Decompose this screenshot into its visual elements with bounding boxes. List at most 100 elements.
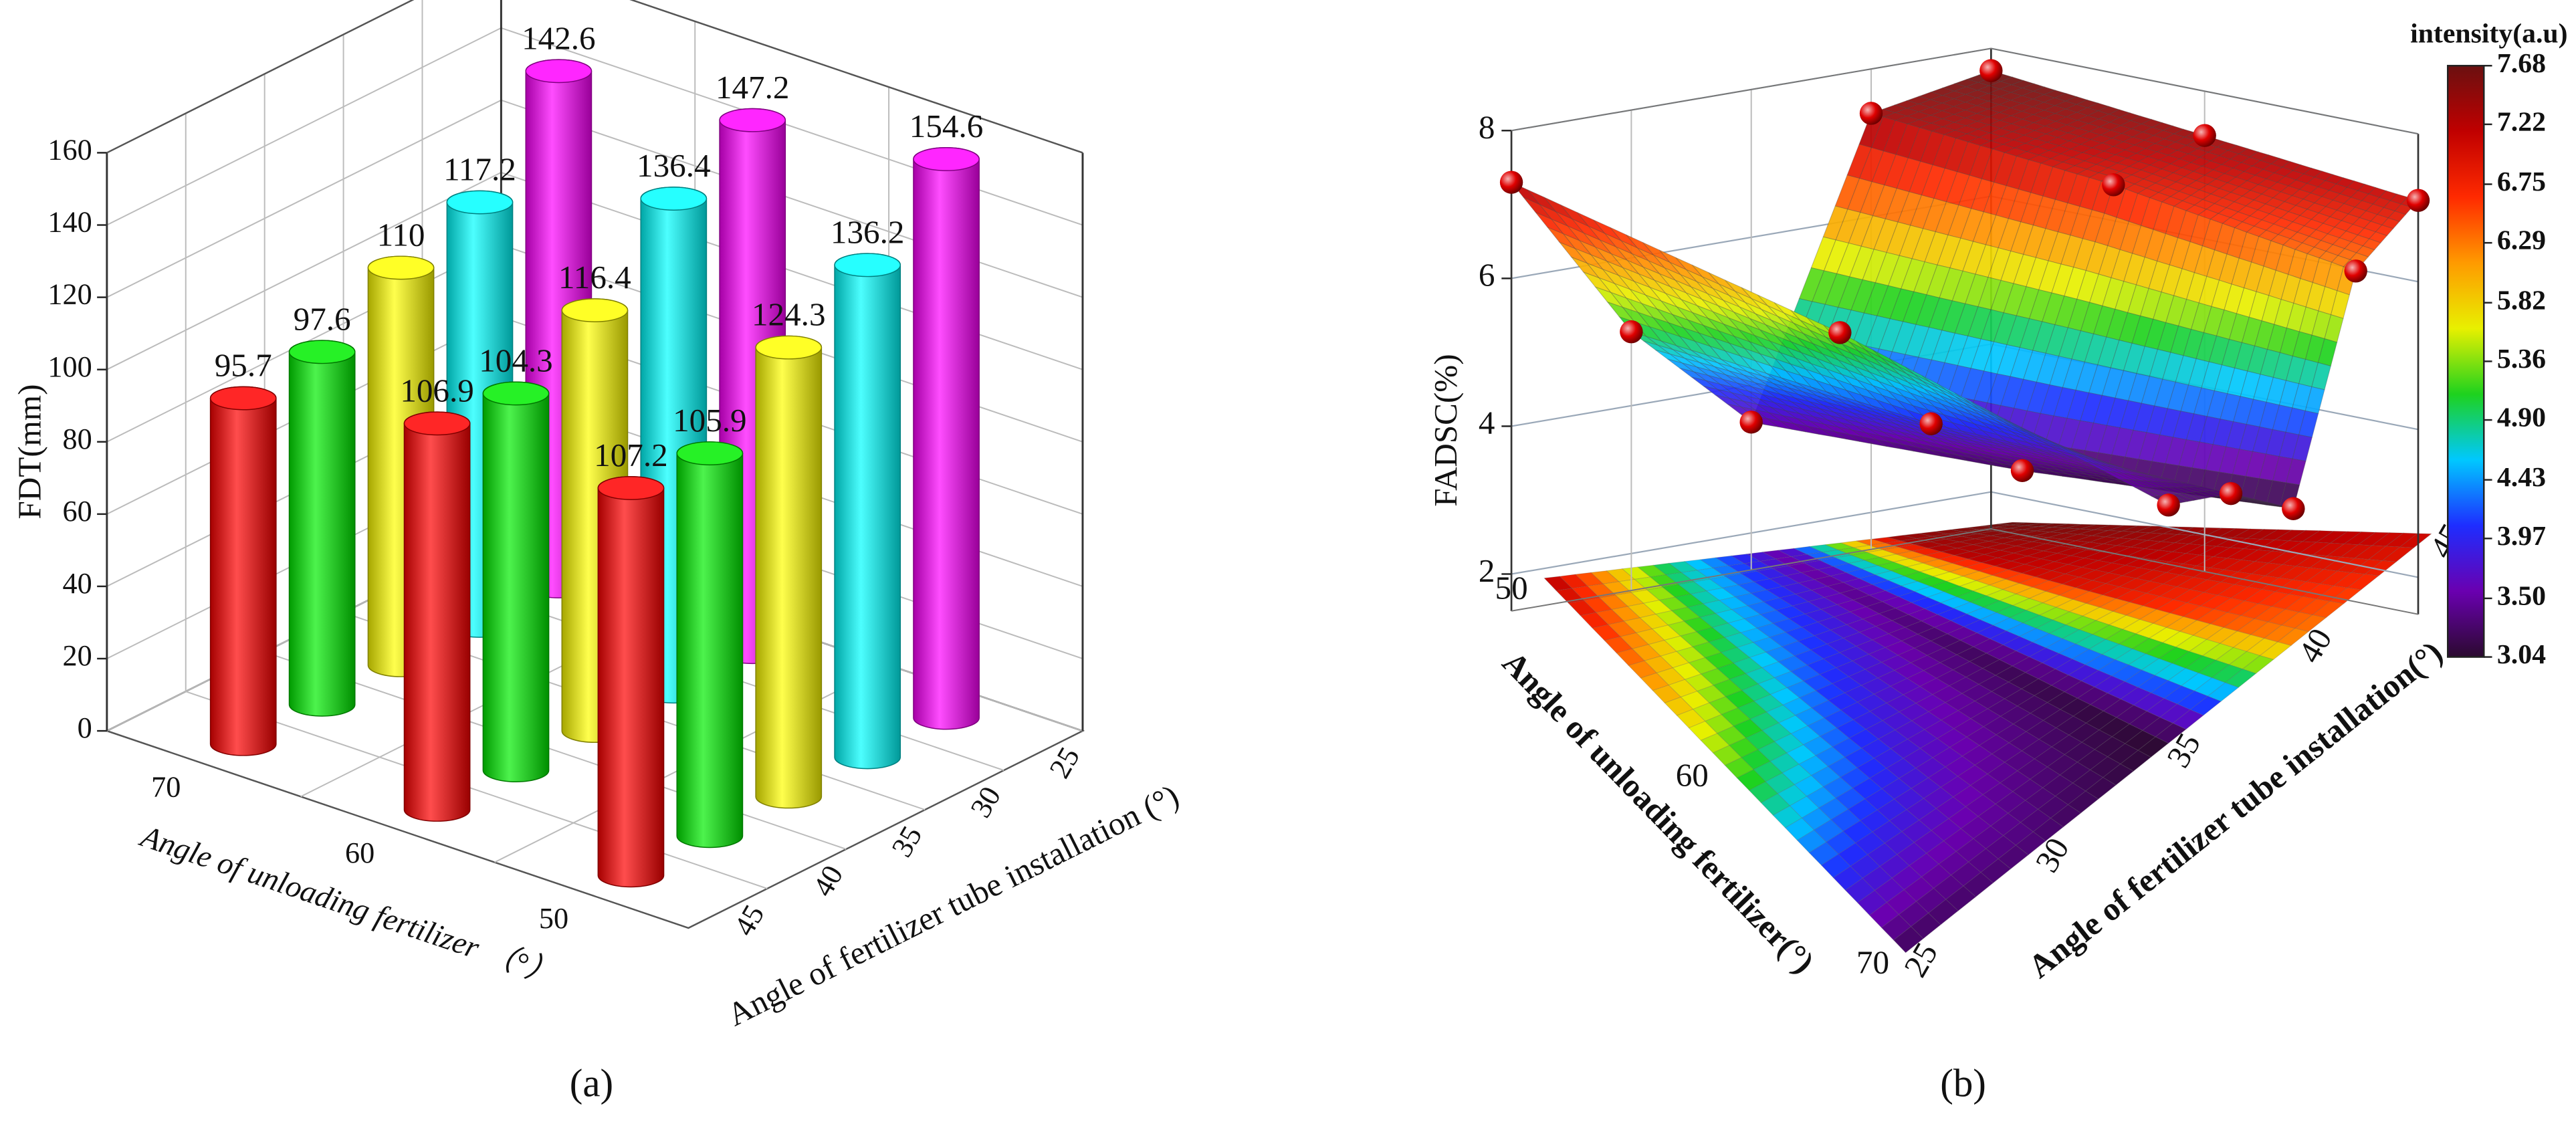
bar bbox=[755, 335, 823, 809]
value-label: 124.3 bbox=[752, 296, 826, 333]
bar-top bbox=[446, 190, 514, 215]
x-tick-label: 50 bbox=[1495, 570, 1528, 606]
panel-label: (b) bbox=[1940, 1061, 1986, 1105]
colorbar-tick-label: 4.43 bbox=[2497, 462, 2546, 493]
colorbar-tick-label: 3.04 bbox=[2497, 639, 2546, 670]
y-axis-title: FDT(mm) bbox=[11, 384, 48, 520]
colorbar-tick-label: 7.22 bbox=[2497, 107, 2546, 138]
surface-patch bbox=[2324, 314, 2344, 343]
surface-patch bbox=[2190, 491, 2213, 499]
surface-patch bbox=[2298, 410, 2319, 438]
z-tick-label: 6 bbox=[1479, 257, 1495, 294]
bar-top bbox=[755, 335, 823, 360]
y-tick-label: 140 bbox=[47, 206, 92, 239]
bar-top bbox=[676, 441, 744, 465]
design-point bbox=[2282, 497, 2305, 520]
y-tick-label: 100 bbox=[47, 350, 92, 383]
design-point bbox=[1499, 171, 1523, 194]
bar bbox=[676, 441, 744, 849]
bar-top bbox=[640, 187, 708, 211]
z-axis-title: FADSC(%) bbox=[1427, 354, 1464, 506]
surface-patch bbox=[2177, 493, 2202, 501]
design-point bbox=[1919, 412, 1943, 435]
bar bbox=[209, 386, 277, 756]
colorbar-title: intensity(a.u) bbox=[2410, 19, 2567, 49]
bar-top bbox=[288, 340, 356, 364]
surface-patch bbox=[2285, 458, 2306, 485]
design-point bbox=[2102, 173, 2125, 197]
bar-top bbox=[834, 253, 901, 277]
y-tick-label: 80 bbox=[63, 423, 92, 455]
bar-top bbox=[209, 386, 277, 411]
bar-top bbox=[482, 381, 550, 406]
value-label: 116.4 bbox=[558, 259, 631, 296]
colorbar-tick-label: 5.82 bbox=[2497, 285, 2546, 316]
surface-patch bbox=[2317, 338, 2338, 367]
colorbar-tick-label: 7.68 bbox=[2497, 48, 2546, 79]
design-point bbox=[2406, 189, 2430, 212]
x-tick-label: 70 bbox=[151, 771, 181, 804]
bar-top bbox=[561, 298, 629, 322]
design-point bbox=[2010, 459, 2034, 482]
colorbar bbox=[2446, 65, 2485, 658]
floor-line bbox=[264, 651, 847, 850]
bar-top bbox=[597, 476, 665, 500]
axis-frame bbox=[1511, 47, 2419, 135]
x-tick-label: 60 bbox=[345, 836, 374, 869]
surface-patch bbox=[2387, 211, 2407, 222]
z-tick-label: 2 bbox=[1479, 552, 1495, 589]
design-point bbox=[2157, 493, 2180, 517]
y-tick-label: 0 bbox=[78, 711, 92, 744]
x-tick-label: 70 bbox=[1856, 944, 1889, 981]
bar bbox=[482, 381, 550, 782]
value-label: 95.7 bbox=[215, 347, 272, 384]
surface-patch bbox=[2292, 434, 2313, 462]
y-tick-label: 120 bbox=[47, 278, 92, 311]
x-tick-label: 50 bbox=[539, 902, 568, 935]
y-tick-label: 160 bbox=[47, 134, 92, 166]
value-label: 110 bbox=[377, 216, 425, 253]
axis-frame bbox=[1511, 528, 2419, 615]
colorbar-tick-label: 6.29 bbox=[2497, 225, 2546, 256]
value-label: 136.4 bbox=[637, 147, 711, 184]
z-tick-label: 4 bbox=[1479, 405, 1495, 441]
value-label: 104.3 bbox=[479, 342, 553, 378]
design-point bbox=[1739, 411, 1763, 434]
value-label: 154.6 bbox=[909, 108, 984, 144]
y-tick-label: 40 bbox=[63, 567, 92, 600]
bar bbox=[913, 147, 980, 730]
colorbar-tick-label: 6.75 bbox=[2497, 166, 2546, 197]
colorbar-tick-label: 5.36 bbox=[2497, 344, 2546, 374]
bar-top bbox=[403, 411, 471, 436]
axis-frame bbox=[106, 0, 1083, 154]
colorbar-tick-label: 3.50 bbox=[2497, 580, 2546, 611]
value-label: 147.2 bbox=[716, 69, 790, 106]
design-point bbox=[1979, 59, 2003, 82]
surface-patch bbox=[2311, 362, 2331, 390]
colorbar-tick-label: 3.97 bbox=[2497, 521, 2546, 552]
panel-label: (a) bbox=[570, 1061, 613, 1105]
y-tick-label: 20 bbox=[63, 639, 92, 672]
z-tick-label: 8 bbox=[1479, 109, 1495, 146]
value-label: 136.2 bbox=[831, 213, 905, 250]
value-label: 142.6 bbox=[522, 19, 596, 56]
x-tick-label: 60 bbox=[1676, 757, 1709, 794]
surface-patch bbox=[2241, 496, 2262, 501]
value-label: 97.6 bbox=[294, 300, 351, 337]
surface-patch bbox=[2183, 492, 2208, 500]
bar bbox=[288, 340, 356, 717]
bar-top bbox=[913, 147, 980, 171]
value-label: 105.9 bbox=[673, 402, 746, 439]
surface-patch bbox=[2196, 491, 2219, 497]
bar-top bbox=[525, 59, 593, 84]
y-tick-label: 60 bbox=[63, 495, 92, 528]
design-point bbox=[1828, 321, 1852, 344]
value-label: 107.2 bbox=[594, 437, 668, 473]
bar-top bbox=[367, 255, 435, 280]
surface-patch bbox=[2248, 498, 2269, 503]
bar-top bbox=[719, 108, 786, 132]
design-point bbox=[1859, 102, 1883, 125]
colorbar-tick-label: 4.90 bbox=[2497, 403, 2546, 433]
floor-patch bbox=[2399, 533, 2433, 548]
